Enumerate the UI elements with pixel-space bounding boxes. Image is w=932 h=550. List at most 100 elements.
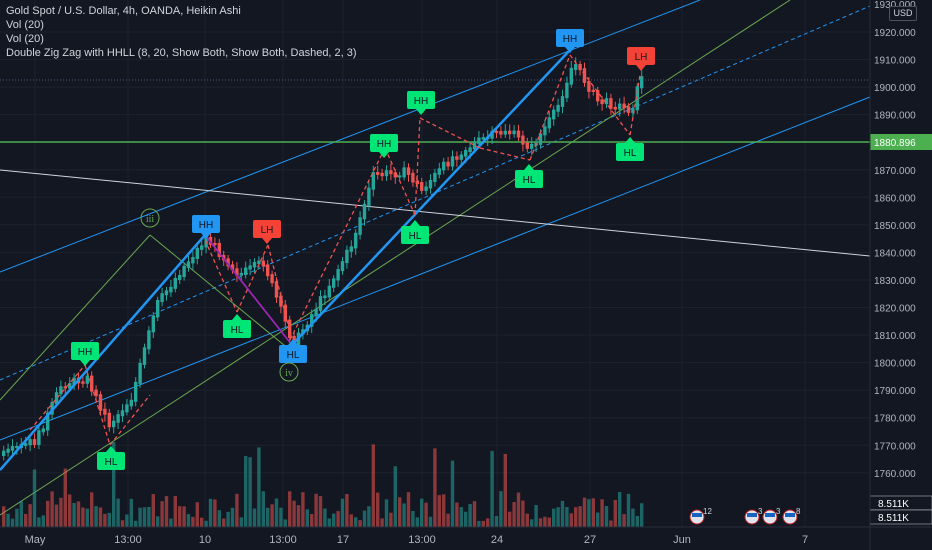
volume-indicator-label[interactable]: Vol (20) (6, 33, 44, 45)
candle-body (464, 149, 468, 157)
candle-body (182, 265, 186, 278)
symbol-title[interactable]: Gold Spot / U.S. Dollar, 4h, OANDA, Heik… (6, 5, 241, 17)
candle-body (120, 410, 125, 417)
candle-body (389, 170, 393, 175)
event-count: 8 (796, 507, 801, 516)
label-pointer (201, 233, 211, 239)
candle-body (398, 175, 402, 178)
hhll-label (627, 47, 655, 65)
price-tick-label: 1760.000 (874, 469, 916, 480)
elliott-wave-text: iii (146, 214, 155, 225)
zigzag-indicator-label[interactable]: Double Zig Zag with HHLL (8, 20, Show Bo… (6, 47, 357, 59)
volume-bar (120, 520, 125, 527)
volume-bar (481, 520, 485, 527)
volume-bar (248, 457, 252, 527)
candle-body (402, 167, 406, 178)
candle-body (296, 332, 301, 350)
volume-bar (244, 456, 248, 527)
hhll-label (370, 134, 398, 152)
event-count: 3 (758, 507, 763, 516)
candle-body (521, 135, 525, 145)
candle-body (332, 278, 336, 288)
volume-bar (94, 506, 98, 527)
volume-bar (63, 468, 67, 527)
volume-bar (182, 506, 186, 527)
volume-bar (10, 518, 15, 527)
label-pointer (410, 220, 420, 226)
volume-bar (618, 492, 622, 527)
volume-bar (103, 513, 107, 527)
volume-bar (116, 498, 120, 527)
volume-bar (178, 506, 182, 527)
candle-body (596, 89, 600, 102)
candle-body (164, 290, 169, 296)
volume-bar (204, 520, 208, 527)
volume-bar (371, 444, 375, 527)
hhll-label (279, 345, 307, 363)
candle-body (384, 170, 389, 177)
volume-bar (389, 512, 393, 527)
hhll-label (253, 220, 281, 238)
price-tick-label: 1900.000 (874, 83, 916, 94)
volume-bar (402, 503, 406, 527)
time-tick-label: 24 (491, 534, 503, 546)
candle-body (556, 104, 560, 112)
volume-bar (380, 518, 384, 527)
candle-body (376, 172, 380, 175)
candle-body (587, 81, 591, 92)
volume-bar (147, 506, 151, 527)
candle-body (516, 130, 521, 138)
volume-bar (415, 517, 419, 527)
candle-body (252, 262, 257, 268)
volume-bar (112, 441, 116, 527)
volume-bar (125, 514, 129, 527)
volume-bar (569, 513, 573, 527)
candle-body (547, 117, 551, 129)
currency-badge[interactable]: USD (889, 6, 917, 21)
volume-bar (626, 493, 631, 527)
volume-bar (464, 511, 468, 527)
candle-body (512, 130, 516, 135)
zigzag-minor-line (267, 244, 293, 341)
volume-bar (543, 516, 547, 527)
volume-bar (134, 520, 138, 527)
price-axis[interactable] (870, 0, 932, 527)
volume-bar (376, 492, 380, 527)
candle-body (560, 96, 565, 107)
candle-body (310, 314, 314, 327)
candle-body (640, 76, 644, 89)
candle-body (468, 147, 472, 152)
volume-bar (574, 507, 578, 527)
time-axis[interactable] (0, 527, 932, 550)
volume-bar (169, 518, 173, 527)
volume-bar (107, 512, 111, 527)
candle-body (393, 172, 397, 178)
volume-bar (41, 515, 45, 527)
price-tick-label: 1920.000 (874, 28, 916, 39)
volume-bar (15, 508, 19, 527)
candle-body (90, 375, 94, 392)
volume-bar (609, 520, 613, 527)
zigzag-minor-line (29, 364, 86, 431)
candle-body (235, 268, 239, 276)
volume-bar (90, 492, 94, 527)
volume-bar (54, 504, 59, 527)
candle-body (574, 63, 578, 70)
volume-bar (384, 499, 389, 527)
candle-body (160, 293, 164, 303)
volume-bar (596, 512, 600, 527)
volume-bar (494, 515, 499, 527)
event-count: 12 (703, 507, 712, 516)
volume-indicator-label[interactable]: Vol (20) (6, 19, 44, 31)
volume-bar (68, 494, 72, 527)
volume-bar (534, 505, 538, 527)
candle-body (10, 446, 15, 451)
price-tick-label: 1790.000 (874, 386, 916, 397)
volume-bar (613, 499, 617, 527)
volume-bar (288, 491, 292, 527)
candle-body (63, 386, 67, 389)
price-tick-label: 1770.000 (874, 441, 916, 452)
volume-bar (420, 498, 424, 527)
time-tick-label: May (25, 534, 46, 546)
